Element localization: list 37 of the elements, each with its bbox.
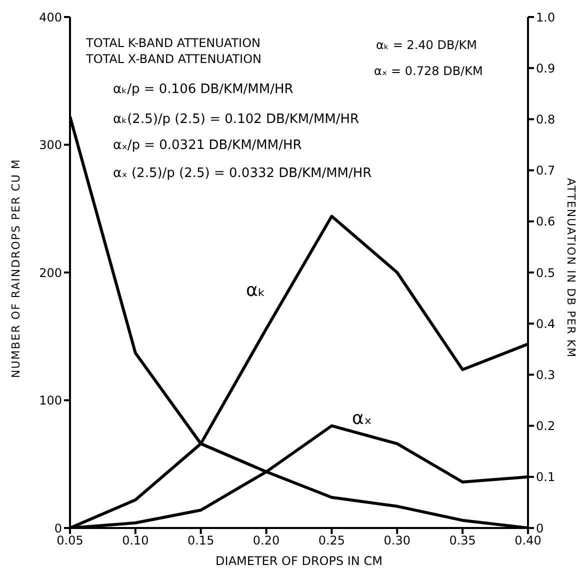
y2-tick-label: 0.5 — [536, 266, 556, 280]
x-tick-label: 0.10 — [122, 534, 149, 548]
y2-tick-label: 0 — [536, 521, 544, 536]
y2-tick-label: 0.3 — [536, 368, 556, 382]
annotation: αₓ — [352, 408, 372, 429]
annotation: αₖ(2.5)/p (2.5) = 0.102 DB/KM/MM/HR — [113, 112, 360, 127]
y-tick-label: 0 — [54, 521, 62, 536]
annotation: TOTAL X-BAND ATTENUATION — [86, 52, 262, 66]
y-axis-title: NUMBER OF RAINDROPS PER CU M — [8, 157, 24, 380]
annotation: αₖ — [246, 280, 266, 301]
y2-tick-label: 0.4 — [536, 316, 556, 331]
annotation: αₓ (2.5)/p (2.5) = 0.0332 DB/KM/MM/HR — [113, 166, 372, 181]
annotation: TOTAL K-BAND ATTENUATION — [86, 36, 261, 50]
annotation: αₖ/p = 0.106 DB/KM/MM/HR — [113, 82, 294, 97]
x-tick-label: 0.40 — [514, 534, 542, 548]
y2-tick-label: 0.9 — [536, 61, 556, 76]
x-tick-label: 0.05 — [56, 534, 84, 548]
x-tick-label: 0.25 — [318, 534, 346, 548]
y-tick-label: 100 — [39, 394, 62, 408]
x-tick-label: 0.15 — [188, 534, 214, 548]
y-tick-label: 200 — [39, 266, 62, 280]
x-tick-label: 0.20 — [252, 534, 280, 548]
y2-axis-title: ATTENUATION IN DB PER KM — [564, 176, 578, 360]
y-tick-label: 400 — [39, 10, 62, 24]
annotation: αₖ = 2.40 DB/KM — [376, 38, 477, 52]
y2-tick-label: 0.1 — [536, 470, 556, 484]
annotation: αₓ/p = 0.0321 DB/KM/MM/HR — [113, 138, 302, 153]
y2-tick-label: 0.2 — [536, 419, 556, 434]
y-tick-label: 300 — [39, 138, 62, 152]
y2-tick-label: 0.7 — [536, 164, 556, 178]
y2-tick-label: 1.0 — [536, 10, 556, 24]
x-axis-title: DIAMETER OF DROPS IN CM — [216, 554, 382, 568]
y2-tick-label: 0.8 — [536, 112, 556, 126]
annotation: αₓ = 0.728 DB/KM — [374, 64, 483, 78]
x-tick-label: 0.30 — [384, 534, 410, 548]
x-tick-label: 0.35 — [449, 534, 476, 548]
y2-tick-label: 0.6 — [536, 214, 556, 229]
